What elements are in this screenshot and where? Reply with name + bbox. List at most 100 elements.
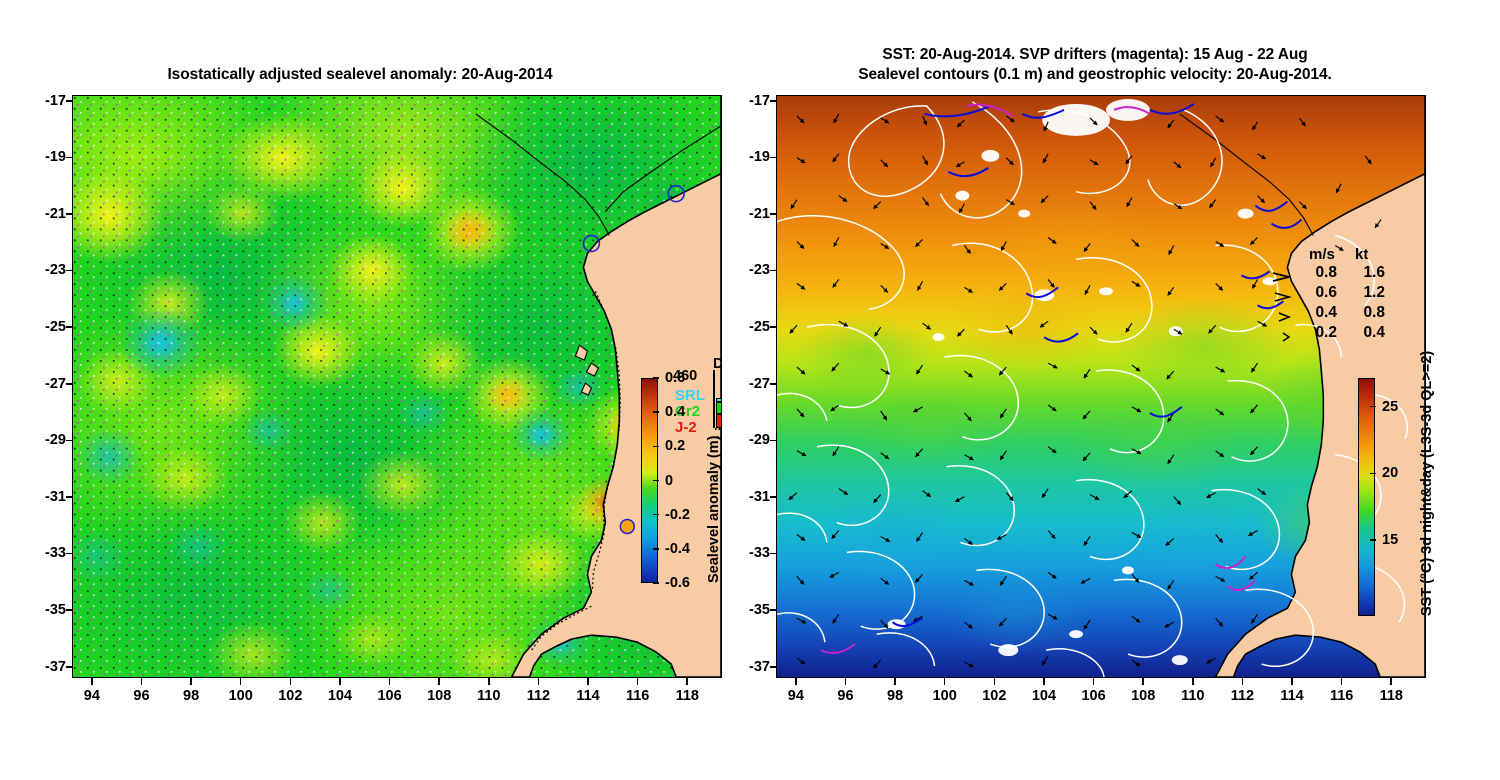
colorbar-tick-mark — [1370, 539, 1376, 541]
y-tick-label-0: -17 — [749, 92, 770, 109]
velkey-ms-3: 0.2 — [1315, 324, 1337, 341]
x-tick-label-12: 118 — [1379, 688, 1403, 704]
colorbar-tick-4: -0.2 — [665, 506, 690, 523]
colorbar-tick-2: 15 — [1382, 531, 1399, 548]
y-tick-mark — [66, 665, 73, 668]
y-tick-mark — [66, 552, 73, 555]
data-count-segment-j-2 — [715, 414, 721, 428]
legend-item-cr2: Cr2 — [675, 403, 701, 420]
x-tick-mark — [1142, 678, 1144, 685]
continental-shelf-contour — [531, 291, 621, 651]
x-tick-label-5: 104 — [327, 688, 353, 704]
y-tick-mark — [770, 382, 777, 385]
x-tick-mark — [1043, 678, 1045, 685]
legend-item-srl: SRL — [675, 387, 705, 404]
x-tick-mark — [487, 678, 490, 685]
x-tick-label-9: 112 — [526, 688, 551, 704]
x-tick-label-0: 94 — [83, 688, 100, 704]
data-count-bar-chart — [713, 370, 721, 428]
y-tick-mark — [770, 496, 777, 498]
x-tick-label-4: 102 — [982, 688, 1007, 704]
colorbar-axis-label: Sealevel anomaly (m) — [706, 435, 722, 584]
x-tick-label-11: 116 — [625, 688, 650, 704]
x-tick-label-2: 98 — [183, 688, 200, 704]
x-tick-mark — [894, 678, 896, 685]
colorbar-tick-0: 25 — [1382, 398, 1399, 415]
y-tick-mark — [66, 156, 73, 159]
y-tick-label-7: -31 — [45, 488, 66, 505]
velkey-kt-3: 0.4 — [1363, 324, 1385, 341]
x-tick-label-11: 116 — [1329, 688, 1354, 704]
y-tick-label-5: -27 — [749, 375, 770, 392]
x-tick-mark — [239, 678, 242, 685]
colorbar-tick-mark — [653, 479, 659, 482]
station-marker[interactable] — [667, 184, 685, 203]
colorbar-tick-1: 0.4 — [665, 404, 686, 421]
colorbar-tick-mark — [653, 445, 659, 448]
y-tick-mark — [770, 439, 777, 442]
x-tick-label-6: 106 — [377, 688, 402, 704]
y-tick-label-4: -25 — [45, 319, 66, 336]
colorbar-tick-1: 20 — [1382, 465, 1399, 482]
y-tick-label-9: -35 — [749, 602, 770, 619]
x-tick-mark — [1291, 678, 1293, 685]
x-tick-mark — [795, 678, 797, 685]
boundary-line-north — [604, 125, 721, 212]
x-tick-mark — [537, 678, 540, 685]
data-count-inset: 460 SRL Cr2 J-2 Data count -5d05 — [673, 356, 721, 450]
colorbar-tick-mark — [653, 513, 659, 516]
boundary-line-ne — [1179, 113, 1314, 236]
colorbar-tick-mark — [1370, 472, 1376, 474]
svp-drifter-tracks — [820, 103, 1303, 654]
colorbar-tick-5: -0.4 — [665, 540, 690, 557]
x-tick-label-7: 108 — [1131, 688, 1156, 704]
sst-field — [777, 96, 1425, 677]
panel-title-sealevel: Isostatically adjusted sealevel anomaly:… — [167, 66, 553, 83]
y-tick-mark — [770, 665, 777, 668]
x-tick-label-3: 100 — [932, 688, 957, 704]
map-plot-sealevel-anomaly[interactable]: 460 SRL Cr2 J-2 Data count -5d05 — [72, 95, 722, 678]
x-tick-mark — [289, 678, 292, 685]
offshore-islands — [574, 344, 600, 396]
velkey-kt-2: 0.8 — [1363, 304, 1385, 321]
colorbar-tick-3: 0 — [665, 472, 674, 489]
y-tick-mark — [770, 609, 777, 611]
velkey-arrows — [1272, 272, 1292, 342]
x-tick-label-10: 114 — [576, 688, 600, 704]
data-count-x-tick-0: -5d — [715, 428, 721, 444]
velkey-ms-0: 0.8 — [1315, 264, 1337, 281]
velkey-kt-0: 1.6 — [1363, 264, 1385, 281]
sealevel-contours — [777, 101, 1409, 677]
data-count-baseline — [715, 428, 721, 430]
y-tick-label-9: -35 — [45, 602, 66, 619]
x-tick-mark — [190, 678, 192, 685]
panel-sst-drifters: SST: 20-Aug-2014. SVP drifters (magenta)… — [745, 0, 1500, 780]
velkey-header-kt: kt — [1355, 246, 1369, 263]
x-tick-mark — [140, 678, 143, 685]
y-tick-mark — [66, 269, 73, 272]
x-tick-label-8: 110 — [1181, 688, 1205, 704]
x-tick-label-3: 100 — [228, 688, 253, 704]
y-tick-label-3: -23 — [45, 262, 66, 279]
y-tick-mark — [770, 269, 777, 272]
x-tick-mark — [943, 678, 946, 685]
x-tick-label-6: 106 — [1081, 688, 1106, 704]
x-tick-mark — [438, 678, 440, 685]
colorbar-tick-mark — [653, 582, 659, 584]
y-tick-label-5: -27 — [45, 375, 66, 392]
y-tick-label-2: -21 — [45, 205, 66, 222]
x-tick-label-1: 96 — [133, 688, 150, 704]
map-plot-sst-geostrophic[interactable]: m/s kt 0.8 1.6 0.6 1.2 0.4 0.8 0.2 0.4 — [776, 95, 1426, 678]
velkey-kt-1: 1.2 — [1363, 284, 1385, 301]
y-tick-mark — [770, 156, 777, 159]
data-count-x-labels: -5d05 — [709, 428, 721, 446]
colorbar-tick-0: 0.6 — [665, 370, 686, 386]
colorbar-tick-mark — [653, 411, 659, 413]
station-marker[interactable] — [582, 234, 601, 253]
y-tick-label-2: -21 — [749, 205, 770, 222]
data-count-total: 460 — [673, 368, 698, 384]
y-tick-label-4: -25 — [749, 319, 770, 336]
station-marker[interactable] — [619, 518, 636, 535]
colorbar-tick-mark — [1370, 405, 1376, 408]
y-tick-mark — [66, 496, 73, 498]
